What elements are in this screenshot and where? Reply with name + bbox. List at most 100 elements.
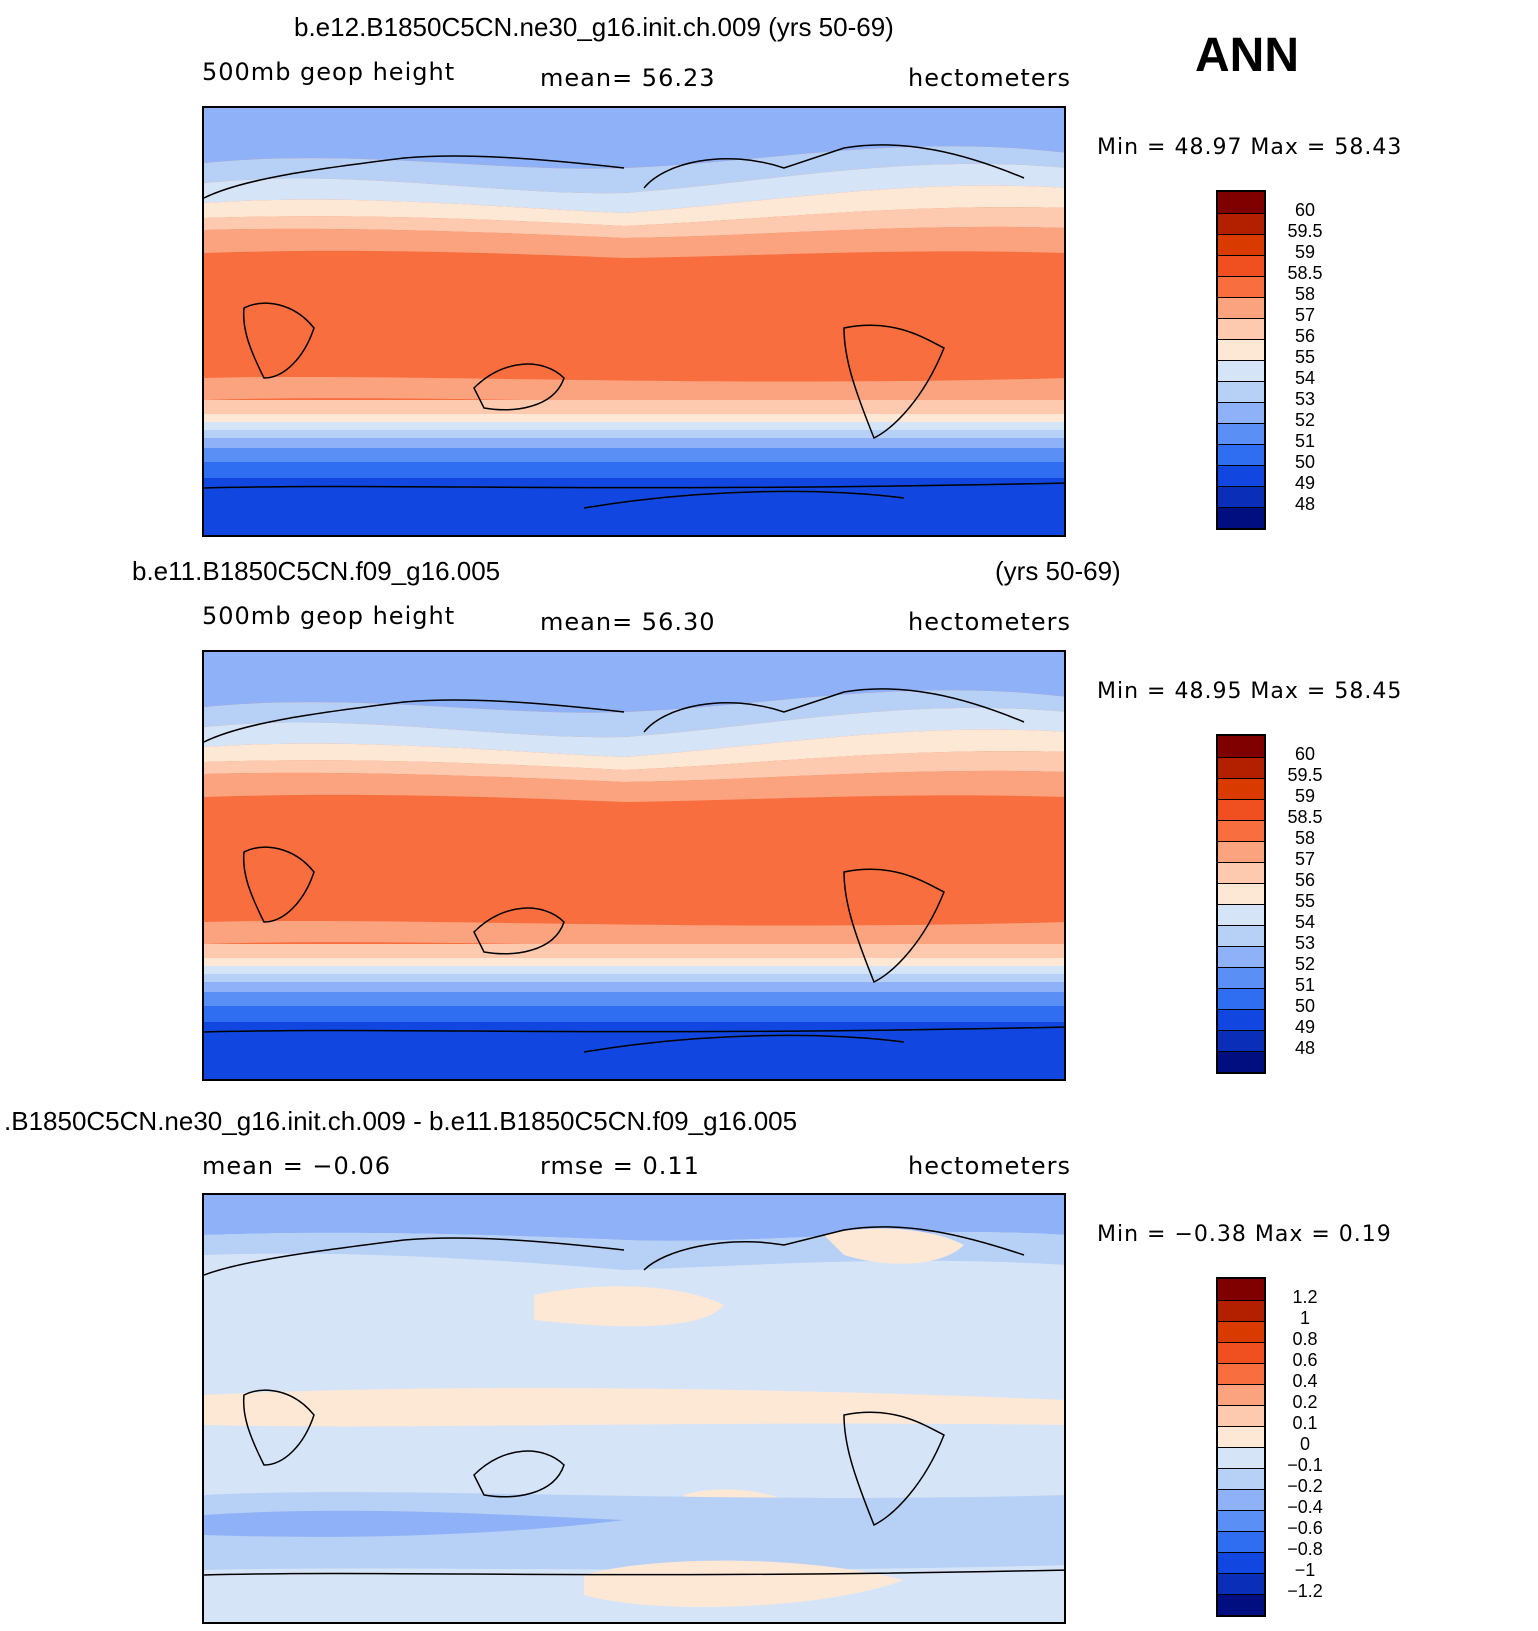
colorbar-segment xyxy=(1218,1342,1264,1363)
colorbar-tick-label: 49 xyxy=(1294,1017,1316,1037)
colorbar-segment xyxy=(1218,1405,1264,1426)
colorbar-segment xyxy=(1218,423,1264,444)
panel-3-minmax: Min = −0.38 Max = 0.19 xyxy=(1097,1222,1392,1247)
colorbar-tick-label: 53 xyxy=(1294,389,1316,409)
panel-2-map xyxy=(202,650,1066,1081)
colorbar-tick-label: 60 xyxy=(1294,744,1316,764)
colorbar-segment xyxy=(1218,465,1264,486)
colorbar-tick-label: −0.4 xyxy=(1287,1497,1323,1517)
colorbar-segment xyxy=(1218,360,1264,381)
colorbar-segment xyxy=(1218,904,1264,925)
panel-3-rmse-label: rmse = 0.11 xyxy=(540,1152,700,1180)
colorbar-segment xyxy=(1218,820,1264,841)
colorbar-tick-label: 0.6 xyxy=(1292,1350,1318,1370)
colorbar-tick-label: 59 xyxy=(1294,786,1316,806)
colorbar-tick-label: 52 xyxy=(1294,954,1316,974)
colorbar-segment xyxy=(1218,1594,1264,1615)
colorbar-tick-label: 59.5 xyxy=(1287,765,1323,785)
colorbar-segment xyxy=(1218,1009,1264,1030)
colorbar-tick-label: 51 xyxy=(1294,975,1316,995)
colorbar-segment xyxy=(1218,946,1264,967)
colorbar-segment xyxy=(1218,1321,1264,1342)
panel-3-map xyxy=(202,1193,1066,1624)
colorbar-tick-label: 0.2 xyxy=(1292,1392,1318,1412)
colorbar-tick-label: 49 xyxy=(1294,473,1316,493)
panel-2-map-contours xyxy=(204,652,1064,1079)
colorbar-segment xyxy=(1218,883,1264,904)
panel-3-colorbar xyxy=(1216,1277,1266,1617)
colorbar-tick-label: −0.1 xyxy=(1287,1455,1323,1475)
panel-2-units-label: hectometers xyxy=(908,608,1071,636)
colorbar-tick-label: −0.6 xyxy=(1287,1518,1323,1538)
colorbar-tick-label: 50 xyxy=(1294,996,1316,1016)
colorbar-segment xyxy=(1218,402,1264,423)
colorbar-segment xyxy=(1218,276,1264,297)
panel-1-minmax: Min = 48.97 Max = 58.43 xyxy=(1097,135,1403,160)
colorbar-tick-label: 58 xyxy=(1294,284,1316,304)
panel-2-variable-label: 500mb geop height xyxy=(202,602,456,630)
colorbar-tick-label: 56 xyxy=(1294,870,1316,890)
colorbar-segment xyxy=(1218,1468,1264,1489)
colorbar-segment xyxy=(1218,1300,1264,1321)
colorbar-segment xyxy=(1218,1489,1264,1510)
colorbar-tick-label: 55 xyxy=(1294,347,1316,367)
colorbar-tick-label: 0.1 xyxy=(1292,1413,1318,1433)
colorbar-tick-label: 54 xyxy=(1294,368,1316,388)
panel-2-title-years: (yrs 50-69) xyxy=(995,556,1121,586)
colorbar-segment xyxy=(1218,1051,1264,1072)
colorbar-tick-label: −1.2 xyxy=(1287,1581,1323,1601)
colorbar-tick-label: 0.4 xyxy=(1292,1371,1318,1391)
colorbar-segment xyxy=(1218,318,1264,339)
colorbar-tick-label: 60 xyxy=(1294,200,1316,220)
colorbar-tick-label: 59.5 xyxy=(1287,221,1323,241)
colorbar-segment xyxy=(1218,234,1264,255)
colorbar-tick-label: 58.5 xyxy=(1287,807,1323,827)
panel-1-units-label: hectometers xyxy=(908,64,1071,92)
colorbar-tick-label: 59 xyxy=(1294,242,1316,262)
colorbar-segment xyxy=(1218,862,1264,883)
panel-3-title: .B1850C5CN.ne30_g16.init.ch.009 - b.e11.… xyxy=(4,1106,798,1136)
colorbar-segment xyxy=(1218,736,1264,757)
colorbar-segment xyxy=(1218,1552,1264,1573)
colorbar-tick-label: 50 xyxy=(1294,452,1316,472)
panel-1-map-contours xyxy=(204,108,1064,535)
panel-3-units-label: hectometers xyxy=(908,1152,1071,1180)
colorbar-tick-label: 53 xyxy=(1294,933,1316,953)
colorbar-segment xyxy=(1218,841,1264,862)
colorbar-segment xyxy=(1218,255,1264,276)
colorbar-tick-label: 1 xyxy=(1299,1308,1310,1328)
colorbar-tick-label: 54 xyxy=(1294,912,1316,932)
colorbar-segment xyxy=(1218,1510,1264,1531)
panel-3-map-contours xyxy=(204,1195,1064,1622)
panel-2-minmax: Min = 48.95 Max = 58.45 xyxy=(1097,679,1403,704)
colorbar-segment xyxy=(1218,213,1264,234)
colorbar-segment xyxy=(1218,1279,1264,1300)
colorbar-tick-label: 0.8 xyxy=(1292,1329,1318,1349)
colorbar-tick-label: 57 xyxy=(1294,305,1316,325)
colorbar-tick-label: 51 xyxy=(1294,431,1316,451)
colorbar-segment xyxy=(1218,339,1264,360)
colorbar-segment xyxy=(1218,1447,1264,1468)
colorbar-segment xyxy=(1218,757,1264,778)
colorbar-tick-label: 52 xyxy=(1294,410,1316,430)
colorbar-segment xyxy=(1218,192,1264,213)
panel-1-title: b.e12.B1850C5CN.ne30_g16.init.ch.009 (yr… xyxy=(294,12,894,42)
panel-1-colorbar xyxy=(1216,190,1266,530)
colorbar-tick-label: 55 xyxy=(1294,891,1316,911)
colorbar-tick-label: 0 xyxy=(1299,1434,1310,1454)
panel-2-title: b.e11.B1850C5CN.f09_g16.005 xyxy=(132,556,501,586)
colorbar-segment xyxy=(1218,1384,1264,1405)
colorbar-segment xyxy=(1218,1573,1264,1594)
colorbar-segment xyxy=(1218,1426,1264,1447)
panel-1-map xyxy=(202,106,1066,537)
colorbar-segment xyxy=(1218,1030,1264,1051)
colorbar-tick-label: 58.5 xyxy=(1287,263,1323,283)
colorbar-segment xyxy=(1218,799,1264,820)
colorbar-tick-label: 48 xyxy=(1294,494,1316,514)
colorbar-tick-label: 48 xyxy=(1294,1038,1316,1058)
panel-2-mean-label: mean= 56.30 xyxy=(540,608,716,636)
colorbar-segment xyxy=(1218,444,1264,465)
colorbar-segment xyxy=(1218,297,1264,318)
panel-3-mean-label: mean = −0.06 xyxy=(202,1152,391,1180)
colorbar-tick-label: 1.2 xyxy=(1292,1287,1318,1307)
